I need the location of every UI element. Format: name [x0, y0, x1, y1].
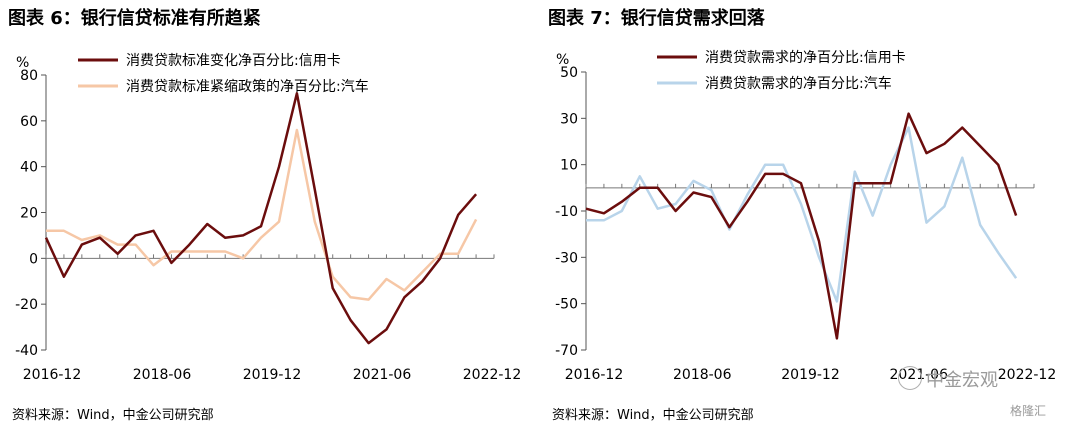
series-line-2: [586, 126, 1018, 303]
y-tick-label: 50: [560, 65, 578, 81]
legend-label: 消费贷款标准紧缩政策的净百分比:汽车: [126, 78, 369, 95]
y-tick-label: 10: [560, 158, 578, 174]
x-tick-label: 2019-12: [781, 367, 840, 383]
y-axis-unit-label: %: [16, 55, 29, 71]
chart-title: 图表 6：银行信贷标准有所趋紧: [8, 8, 261, 29]
chart-svg-left: %80 60 40 20 0 -20 -40 2016-12 2018-06 2019-12 202…: [15, 53, 522, 383]
y-tick-label: 60: [20, 114, 38, 130]
watermark-text: 中金宏观: [926, 370, 998, 391]
y-tick-label: -10: [555, 204, 578, 220]
y-tick-label: -70: [555, 343, 578, 359]
y-tick-label: 0: [29, 251, 38, 267]
series-line-2: [46, 128, 478, 301]
x-tick-label: 2022-12: [463, 367, 522, 383]
x-tick-label: 2016-12: [23, 367, 82, 383]
chart-svg-right: %50 30 10 -10 -30 -50 -70 2016-12 2018-06 2019-12…: [555, 50, 1057, 383]
source-note: 资料来源：Wind，中金公司研究部: [12, 408, 214, 423]
watermark-logo-icon: [898, 366, 922, 390]
legend-label: 消费贷款需求的净百分比:信用卡: [705, 50, 906, 66]
series-line-1: [585, 112, 1018, 340]
source-note: 资料来源：Wind，中金公司研究部: [552, 408, 754, 423]
legend-label: 消费贷款需求的净百分比:汽车: [705, 75, 892, 92]
y-tick-label: 30: [560, 111, 578, 127]
chart-panel-left: 图表 6：银行信贷标准有所趋紧 % 80 60 40 20 0 -20 -40 2016-12 2…: [8, 8, 522, 423]
y-tick-label: -30: [555, 250, 578, 266]
series-line-1: [44, 92, 478, 345]
x-tick-label: 2021-06: [353, 367, 412, 383]
y-tick-label: -50: [555, 297, 578, 313]
chart-panel-right: 图表 7：银行信贷需求回落 % 50 30 10 -10 -30 -50 -70 2016-12…: [540, 0, 1080, 430]
legend-label: 消费贷款标准变化净百分比:信用卡: [126, 53, 341, 69]
watermark-secondary-text: 格隆汇: [1010, 404, 1047, 418]
y-tick-label: 40: [20, 160, 38, 176]
y-axis-unit-label: %: [556, 52, 569, 68]
x-tick-label: 2022-12: [998, 367, 1057, 383]
y-tick-label: 20: [20, 206, 38, 222]
x-tick-label: 2016-12: [565, 367, 624, 383]
x-tick-label: 2018-06: [133, 367, 192, 383]
x-tick-label: 2018-06: [673, 367, 732, 383]
y-tick-label: -20: [15, 297, 38, 313]
y-tick-label: 80: [20, 68, 38, 84]
chart-title: 图表 7：银行信贷需求回落: [548, 8, 765, 29]
x-tick-label: 2019-12: [243, 367, 302, 383]
y-tick-label: -40: [15, 343, 38, 359]
